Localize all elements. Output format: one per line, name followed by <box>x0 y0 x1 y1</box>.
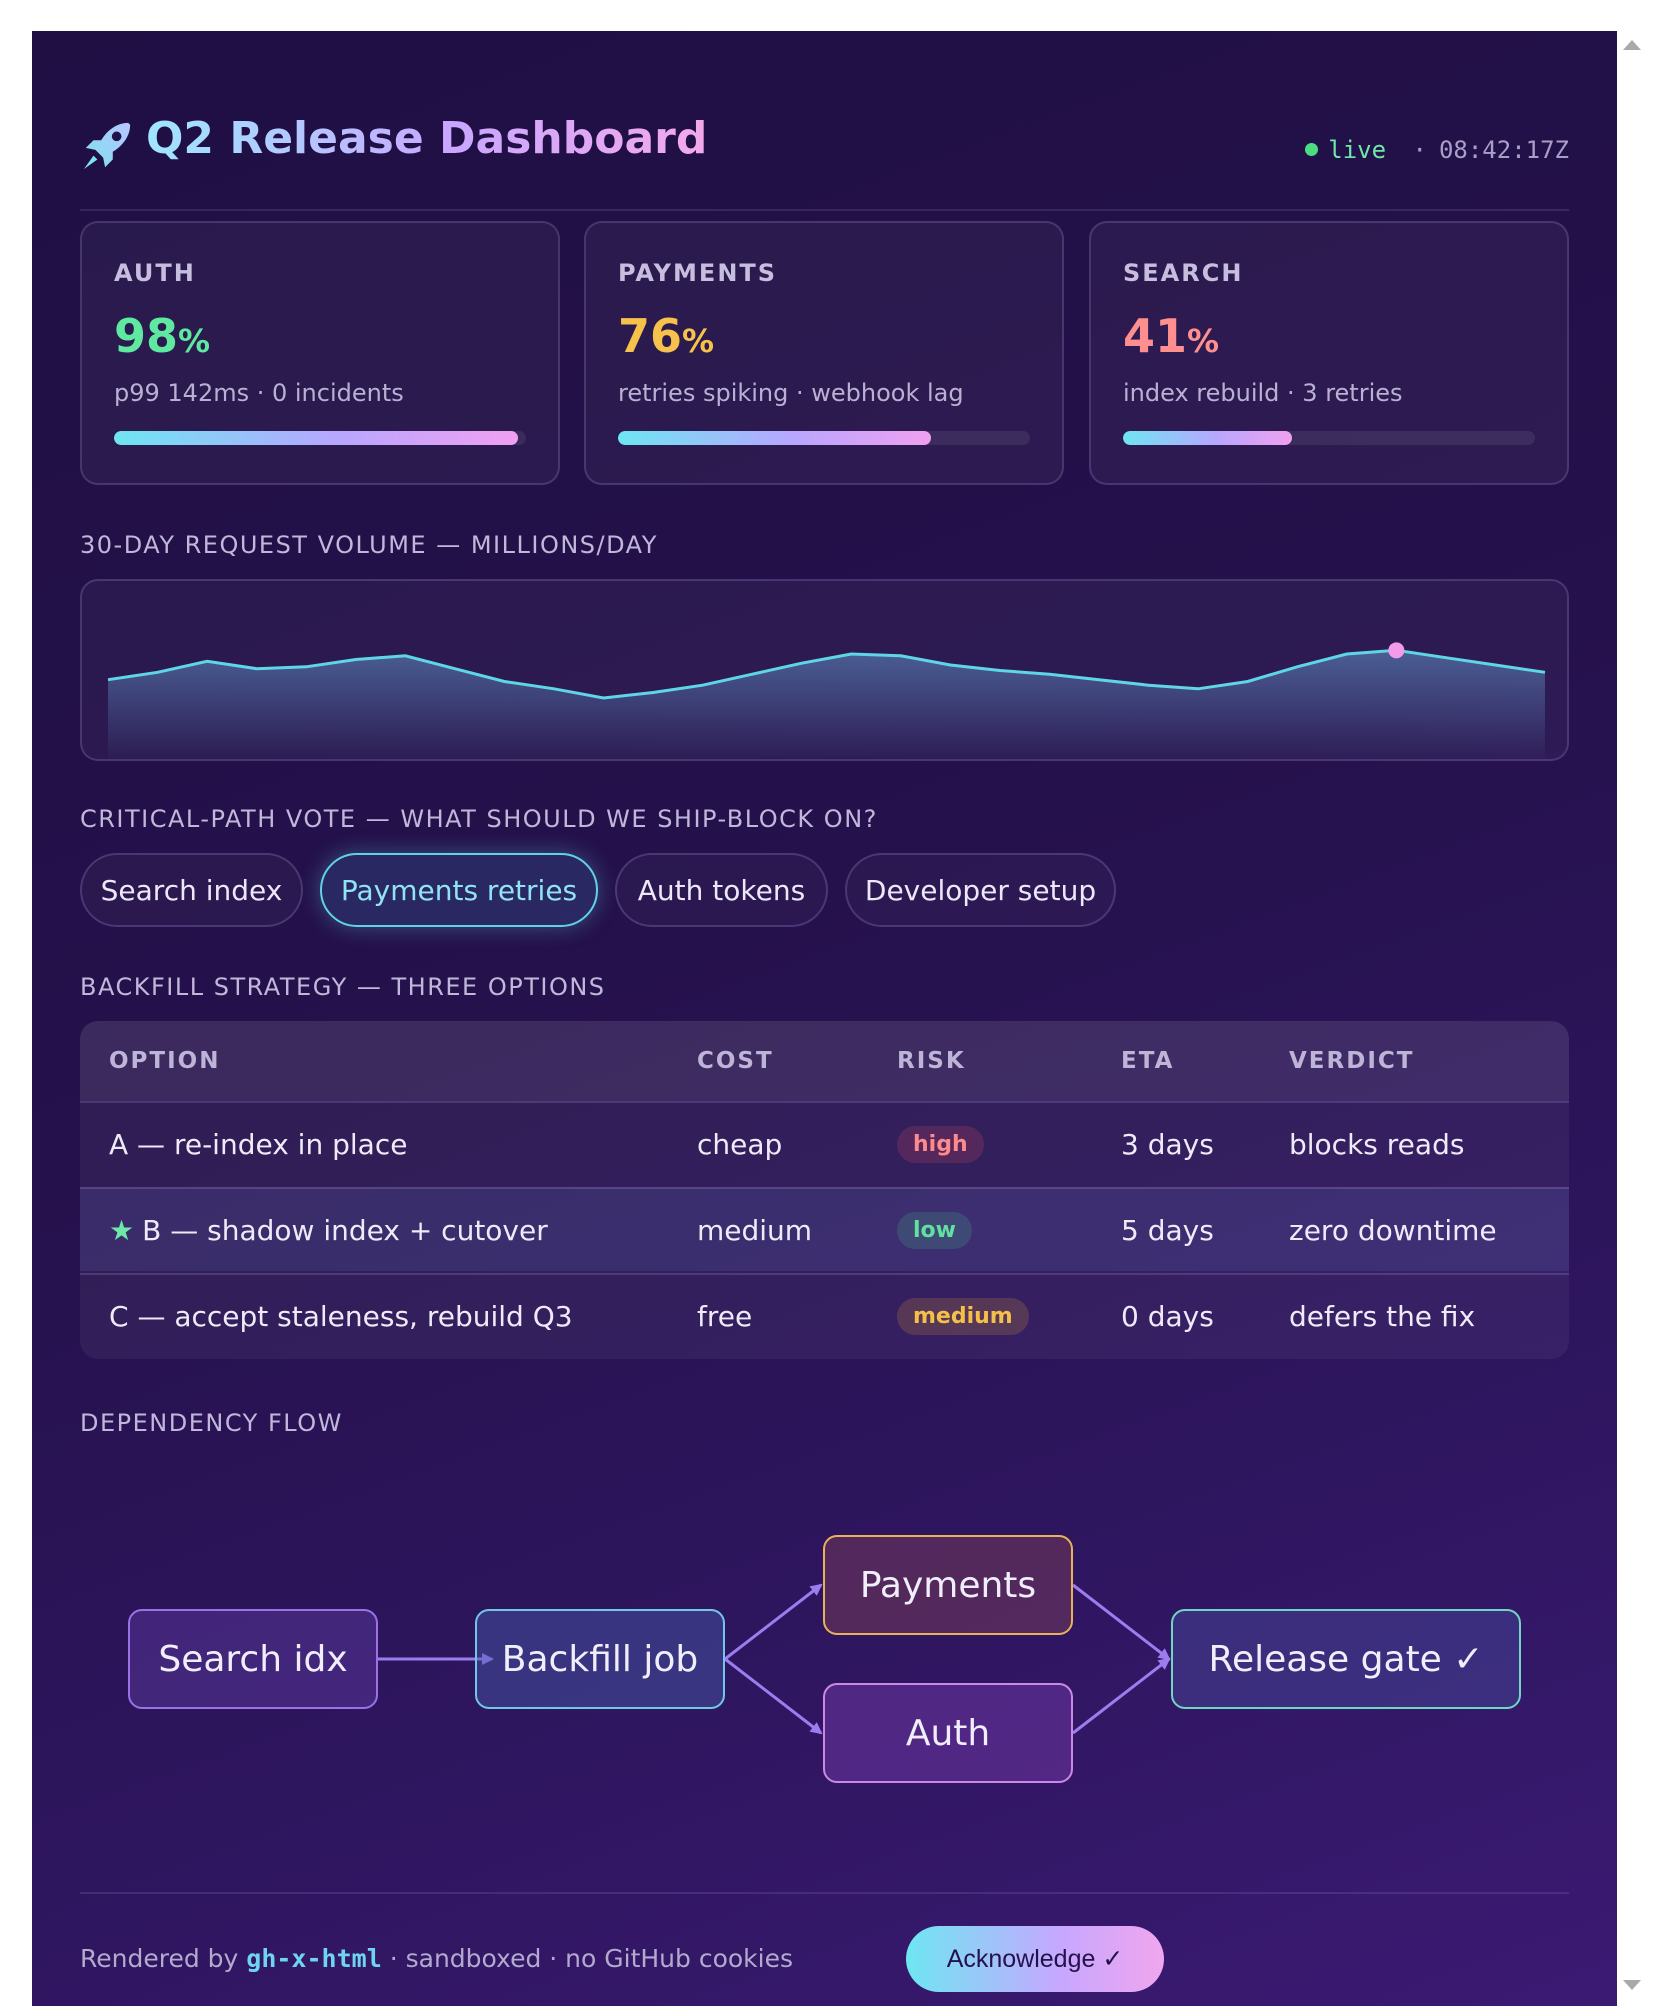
card-value: 98% <box>114 309 210 363</box>
card-subtext: index rebuild · 3 retries <box>1123 379 1403 407</box>
card-label: PAYMENTS <box>618 259 778 287</box>
live-dot-icon <box>1305 142 1319 156</box>
footer-suffix: · sandboxed · no GitHub cookies <box>389 1944 793 1973</box>
scrollbar[interactable] <box>1617 31 1653 2006</box>
card-subtext: retries spiking · webhook lag <box>618 379 964 407</box>
status-time: 08:42:17Z <box>1438 136 1569 164</box>
sparkline-area <box>108 650 1545 759</box>
star-icon: ★ <box>109 1213 135 1247</box>
sparkline-line <box>107 648 1546 700</box>
header-divider <box>80 209 1569 211</box>
volume-label: 30-DAY REQUEST VOLUME — MILLIONS/DAY <box>80 531 658 559</box>
table-row[interactable]: C — accept staleness, rebuild Q3 free me… <box>80 1273 1569 1357</box>
progress-bar <box>114 431 526 445</box>
arrow-auth-to-gate <box>1072 1657 1171 1735</box>
dashboard-content: Q2 Release Dashboard live · 08:42:17Z AUT… <box>80 31 1569 2006</box>
progress-fill <box>114 431 518 445</box>
backfill-label: BACKFILL STRATEGY — THREE OPTIONS <box>80 973 606 1001</box>
card-value-number: 76 <box>618 309 683 363</box>
option-cell: A — re-index in place <box>109 1103 407 1185</box>
flow-node-release-gate: Release gate ✓ <box>1171 1609 1521 1709</box>
progress-bar <box>1123 431 1535 445</box>
arrow-backfill-to-payments <box>724 1583 823 1661</box>
flow-node-search-idx: Search idx <box>128 1609 378 1709</box>
option-text: A — re-index in place <box>109 1127 408 1161</box>
progress-bar <box>618 431 1030 445</box>
volume-sparkline <box>80 579 1569 761</box>
risk-badge: high <box>897 1125 984 1163</box>
scroll-down-arrow-icon[interactable] <box>1623 1980 1641 1990</box>
risk-cell: high <box>897 1103 984 1185</box>
footer-code: gh-x-html <box>246 1944 382 1973</box>
option-cell: C — accept staleness, rebuild Q3 <box>109 1275 573 1357</box>
eta-cell: 3 days <box>1121 1127 1214 1161</box>
arrow-backfill-to-auth <box>724 1657 823 1735</box>
risk-badge: low <box>897 1211 972 1249</box>
cost-cell: free <box>697 1299 753 1333</box>
card-value: 41% <box>1123 309 1219 363</box>
backfill-table: OPTION COST RISK ETA VERDICT A — re-inde… <box>80 1021 1569 1359</box>
risk-cell: medium <box>897 1275 1029 1357</box>
flow-node-backfill-job: Backfill job <box>475 1609 725 1709</box>
status-separator: · <box>1412 136 1427 164</box>
card-payments: PAYMENTS 76% retries spiking · webhook l… <box>584 221 1064 485</box>
progress-fill <box>1123 431 1292 445</box>
page-title: Q2 Release Dashboard <box>146 113 708 164</box>
card-value: 76% <box>618 309 714 363</box>
table-row-recommended[interactable]: ★ B — shadow index + cutover medium low 5… <box>80 1187 1569 1271</box>
card-label: SEARCH <box>1123 259 1244 287</box>
card-value-unit: % <box>178 322 211 360</box>
option-text: C — accept staleness, rebuild Q3 <box>109 1299 573 1333</box>
card-value-unit: % <box>682 322 715 360</box>
card-value-number: 98 <box>114 309 179 363</box>
flow-arrows <box>378 1583 1171 1735</box>
live-status: live · 08:42:17Z <box>1305 136 1569 164</box>
verdict-cell: zero downtime <box>1289 1213 1497 1247</box>
eta-cell: 0 days <box>1121 1299 1214 1333</box>
card-subtext: p99 142ms · 0 incidents <box>114 379 404 407</box>
eta-cell: 5 days <box>1121 1213 1214 1247</box>
card-value-unit: % <box>1187 322 1220 360</box>
dashboard-panel: Q2 Release Dashboard live · 08:42:17Z AUT… <box>32 31 1617 2006</box>
risk-cell: low <box>897 1189 972 1271</box>
live-label: live <box>1328 136 1387 164</box>
cost-cell: cheap <box>697 1127 783 1161</box>
progress-fill <box>618 431 932 445</box>
risk-badge: medium <box>897 1297 1029 1335</box>
column-header: ETA <box>1121 1048 1175 1074</box>
column-header: VERDICT <box>1289 1048 1415 1074</box>
column-header: RISK <box>897 1048 966 1074</box>
vote-chip-auth-tokens[interactable]: Auth tokens <box>615 853 828 927</box>
table-row[interactable]: A — re-index in place cheap high 3 days … <box>80 1101 1569 1185</box>
flow-label: DEPENDENCY FLOW <box>80 1409 343 1437</box>
vote-label: CRITICAL-PATH VOTE — WHAT SHOULD WE SHIP… <box>80 805 878 833</box>
column-header: OPTION <box>109 1048 221 1074</box>
rocket-icon <box>83 122 131 170</box>
card-value-number: 41 <box>1123 309 1188 363</box>
acknowledge-button[interactable]: Acknowledge ✓ <box>906 1926 1164 1992</box>
card-search: SEARCH 41% index rebuild · 3 retries <box>1089 221 1569 485</box>
verdict-cell: defers the fix <box>1289 1299 1476 1333</box>
arrow-payments-to-gate <box>1072 1583 1171 1661</box>
sparkline-chart <box>107 642 1546 759</box>
verdict-cell: blocks reads <box>1289 1127 1465 1161</box>
vote-chip-payments-retries[interactable]: Payments retries <box>320 853 598 927</box>
flow-node-auth: Auth <box>823 1683 1073 1783</box>
column-header: COST <box>697 1048 774 1074</box>
scroll-up-arrow-icon[interactable] <box>1623 40 1641 50</box>
option-text: B — shadow index + cutover <box>142 1213 548 1247</box>
flow-node-payments: Payments <box>823 1535 1073 1635</box>
sparkline-peak-marker <box>1388 642 1405 659</box>
vote-chip-search-index[interactable]: Search index <box>80 853 303 927</box>
footer-prefix: Rendered by <box>80 1944 239 1973</box>
cost-cell: medium <box>697 1213 813 1247</box>
table-header-row: OPTION COST RISK ETA VERDICT <box>80 1021 1569 1101</box>
vote-chip-developer-setup[interactable]: Developer setup <box>845 853 1116 927</box>
option-cell: ★ B — shadow index + cutover <box>109 1189 548 1271</box>
footer-divider <box>80 1892 1569 1894</box>
card-auth: AUTH 98% p99 142ms · 0 incidents <box>80 221 560 485</box>
footer-text: Rendered by gh-x-html · sandboxed · no G… <box>80 1944 793 1973</box>
card-label: AUTH <box>114 259 196 287</box>
